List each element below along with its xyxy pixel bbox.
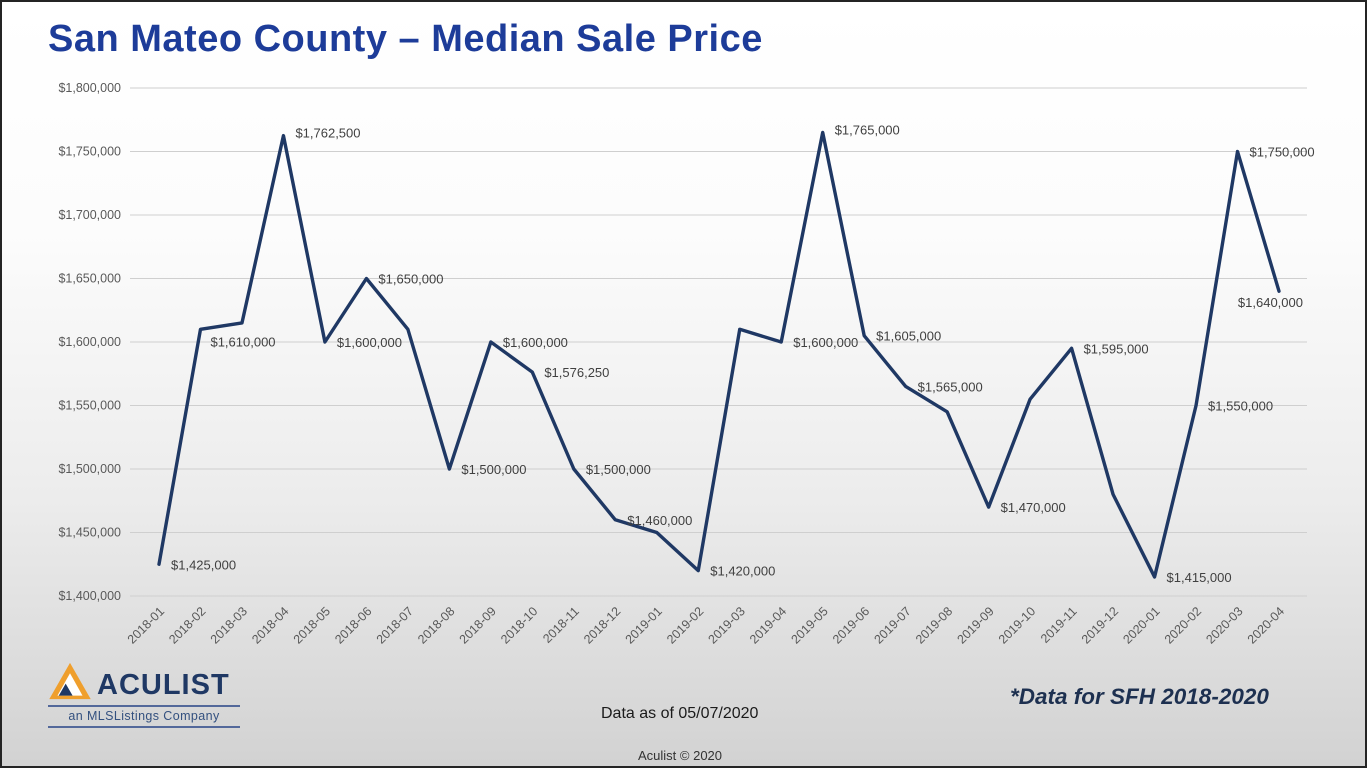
x-tick-label: 2018-06 bbox=[332, 604, 374, 646]
series-line bbox=[157, 130, 1281, 579]
y-tick-label: $1,650,000 bbox=[58, 272, 121, 286]
data-label: $1,415,000 bbox=[1167, 570, 1232, 585]
x-tick-label: 2019-07 bbox=[871, 604, 913, 646]
data-label: $1,600,000 bbox=[337, 335, 402, 350]
data-label: $1,420,000 bbox=[710, 564, 775, 579]
x-tick-label: 2018-03 bbox=[208, 604, 250, 646]
x-tick-label: 2020-03 bbox=[1203, 604, 1245, 646]
x-tick-label: 2018-09 bbox=[457, 604, 499, 646]
x-tick-label: 2019-11 bbox=[1038, 604, 1080, 646]
x-tick-label: 2018-02 bbox=[166, 604, 208, 646]
data-label: $1,425,000 bbox=[171, 557, 236, 572]
page-title: San Mateo County – Median Sale Price bbox=[48, 18, 763, 60]
data-label: $1,600,000 bbox=[793, 335, 858, 350]
x-tick-label: 2020-02 bbox=[1162, 604, 1204, 646]
data-label: $1,576,250 bbox=[544, 365, 609, 380]
x-tick-label: 2019-10 bbox=[996, 604, 1038, 646]
footnote-text: *Data for SFH 2018-2020 bbox=[1010, 684, 1269, 709]
data-label: $1,565,000 bbox=[918, 379, 983, 394]
x-tick-label: 2019-04 bbox=[747, 604, 789, 646]
x-tick-label: 2019-08 bbox=[913, 604, 955, 646]
y-tick-label: $1,500,000 bbox=[58, 462, 121, 476]
x-tick-label: 2019-03 bbox=[706, 604, 748, 646]
x-tick-label: 2018-07 bbox=[374, 604, 416, 646]
logo-brand-text: ACULIST bbox=[97, 669, 230, 702]
x-tick-label: 2018-04 bbox=[249, 604, 291, 646]
data-label: $1,762,500 bbox=[295, 126, 360, 141]
x-tick-label: 2019-01 bbox=[623, 604, 665, 646]
y-tick-label: $1,400,000 bbox=[58, 589, 121, 603]
data-label: $1,500,000 bbox=[586, 462, 651, 477]
x-tick-label: 2018-05 bbox=[291, 604, 333, 646]
logo-tagline-text: an MLSListings Company bbox=[48, 705, 240, 728]
x-tick-label: 2018-10 bbox=[498, 604, 540, 646]
data-label: $1,610,000 bbox=[210, 334, 275, 349]
data-label: $1,640,000 bbox=[1238, 295, 1303, 310]
y-tick-label: $1,700,000 bbox=[58, 208, 121, 222]
y-tick-label: $1,800,000 bbox=[58, 81, 121, 95]
data-label: $1,600,000 bbox=[503, 335, 568, 350]
y-tick-label: $1,750,000 bbox=[58, 145, 121, 159]
x-tick-label: 2019-06 bbox=[830, 604, 872, 646]
aculist-triangle-icon bbox=[49, 662, 91, 700]
x-tick-label: 2019-02 bbox=[664, 604, 706, 646]
data-label: $1,550,000 bbox=[1208, 399, 1273, 414]
data-label: $1,650,000 bbox=[378, 272, 443, 287]
y-tick-label: $1,600,000 bbox=[58, 335, 121, 349]
data-label: $1,765,000 bbox=[835, 122, 900, 137]
x-tick-label: 2018-12 bbox=[581, 604, 623, 646]
copyright-text: Aculist © 2020 bbox=[638, 748, 723, 763]
data-label: $1,750,000 bbox=[1250, 145, 1315, 160]
x-tick-label: 2020-04 bbox=[1245, 604, 1287, 646]
aculist-logo: ACULIST an MLSListings Company bbox=[48, 662, 240, 728]
data-label: $1,460,000 bbox=[627, 513, 692, 528]
y-tick-label: $1,550,000 bbox=[58, 399, 121, 413]
x-tick-label: 2019-05 bbox=[788, 604, 830, 646]
data-label: $1,595,000 bbox=[1084, 341, 1149, 356]
y-tick-label: $1,450,000 bbox=[58, 526, 121, 540]
data-label: $1,470,000 bbox=[1001, 500, 1066, 515]
x-tick-label: 2020-01 bbox=[1120, 604, 1162, 646]
x-tick-label: 2018-11 bbox=[540, 604, 582, 646]
x-tick-label: 2019-12 bbox=[1079, 604, 1121, 646]
data-as-of-text: Data as of 05/07/2020 bbox=[601, 705, 759, 722]
x-tick-label: 2019-09 bbox=[954, 604, 996, 646]
x-tick-label: 2018-08 bbox=[415, 604, 457, 646]
data-label: $1,500,000 bbox=[461, 462, 526, 477]
x-tick-label: 2018-01 bbox=[125, 604, 167, 646]
data-label: $1,605,000 bbox=[876, 329, 941, 344]
logo-row: ACULIST bbox=[48, 662, 240, 700]
